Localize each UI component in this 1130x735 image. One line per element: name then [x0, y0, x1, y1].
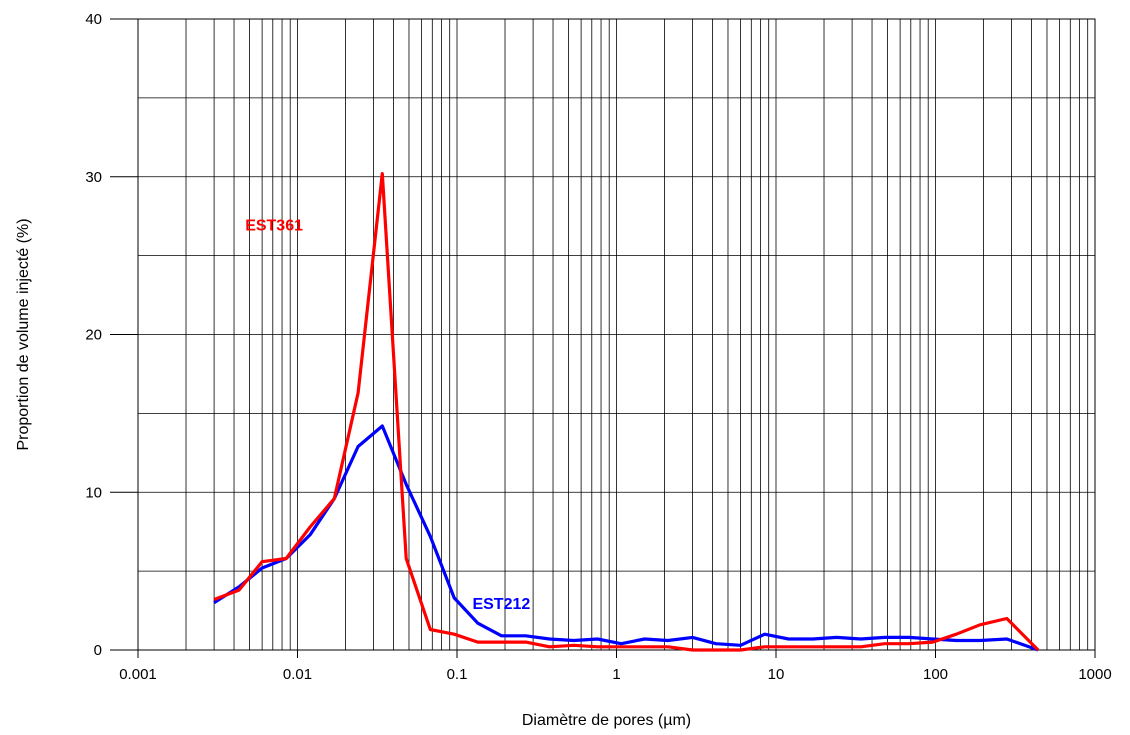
x-axis-title: Diamètre de pores (µm)	[522, 712, 691, 729]
x-tick-label: 0.001	[119, 666, 157, 683]
y-tick-label: 10	[85, 484, 102, 501]
x-axis-ticks: 0.001 0.01 0.1 1 10 100 1000	[119, 650, 1112, 683]
series-line-est361	[213, 172, 1040, 652]
y-axis-title: Proportion de volume injecté (%)	[15, 218, 32, 450]
series-label-est212: EST212	[472, 596, 530, 613]
series-label-est361: EST361	[245, 217, 303, 234]
x-tick-label: 1	[612, 666, 620, 683]
x-tick-label: 100	[923, 666, 948, 683]
y-tick-label: 30	[85, 169, 102, 186]
x-tick-label: 10	[768, 666, 785, 683]
y-tick-label: 20	[85, 327, 102, 344]
series-line-est212	[213, 424, 1039, 652]
x-tick-label: 1000	[1078, 666, 1111, 683]
series-lines	[213, 172, 1040, 652]
y-tick-label: 0	[94, 642, 102, 659]
x-tick-label: 0.01	[283, 666, 312, 683]
x-tick-label: 0.1	[447, 666, 468, 683]
grid	[138, 19, 1095, 650]
y-tick-label: 40	[85, 11, 102, 28]
y-axis-ticks: 0 10 20 30 40	[85, 11, 138, 659]
series-labels: EST361 EST212	[245, 217, 530, 613]
